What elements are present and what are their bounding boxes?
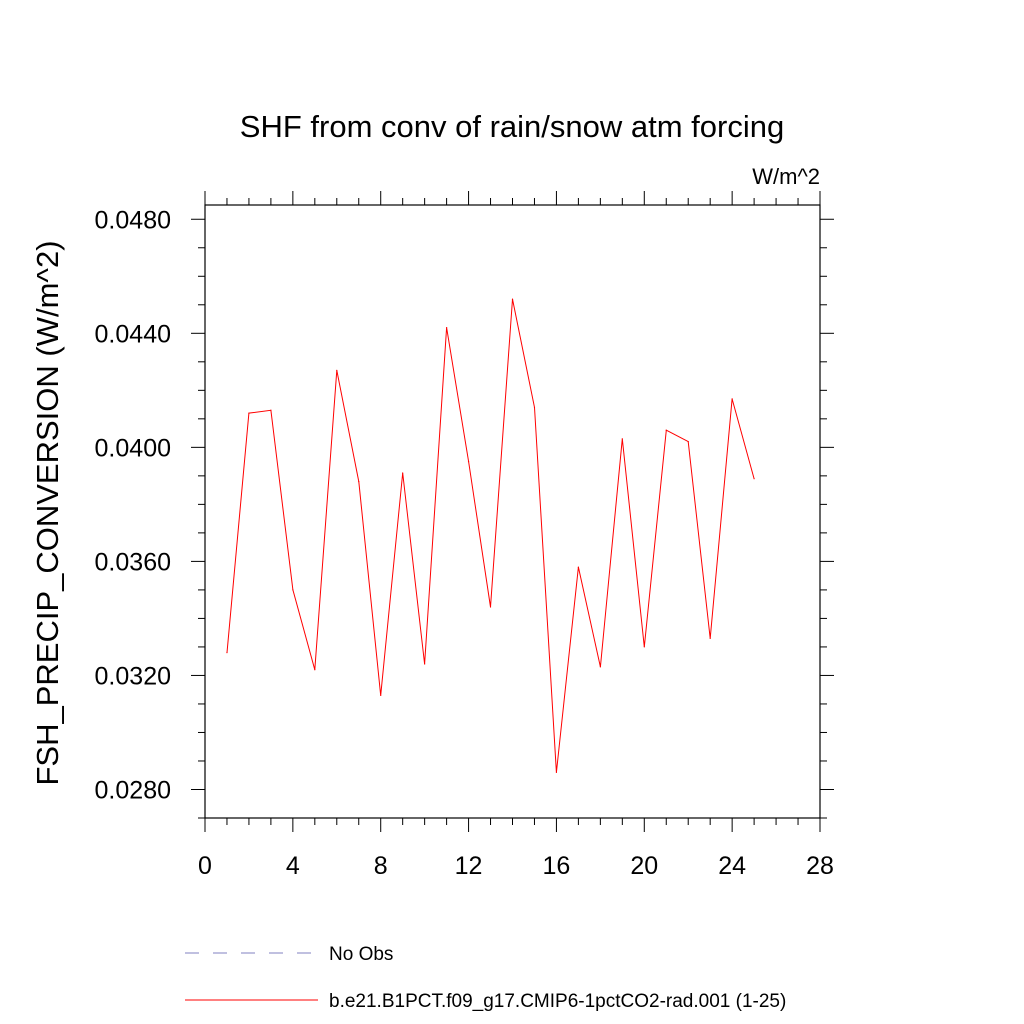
- data-point: [380, 694, 382, 697]
- data-point: [336, 369, 338, 371]
- y-tick-label: 0.0280: [95, 776, 171, 804]
- data-point: [665, 429, 667, 431]
- data-point: [621, 438, 623, 440]
- data-point: [314, 669, 316, 671]
- y-tick-label: 0.0360: [95, 548, 171, 576]
- x-tick-label: 12: [455, 852, 483, 880]
- data-point: [533, 406, 536, 409]
- data-point: [270, 409, 272, 411]
- y-tick-label: 0.0320: [95, 662, 171, 690]
- data-point: [402, 472, 404, 474]
- legend-label-no-obs: No Obs: [329, 944, 393, 965]
- data-point: [467, 461, 470, 463]
- legend: No Obs b.e21.B1PCT.f09_g17.CMIP6-1pctCO2…: [185, 944, 786, 1012]
- y-axis-label: FSH_PRECIP_CONVERSION (W/m^2): [30, 240, 65, 785]
- y-tick-label: 0.0480: [95, 206, 171, 234]
- plot-series: [226, 298, 755, 773]
- series-line-1: [226, 299, 755, 773]
- x-tick-label: 16: [543, 852, 571, 880]
- data-point: [555, 771, 558, 773]
- x-tick-label: 4: [286, 852, 300, 880]
- x-tick-label: 0: [198, 852, 212, 880]
- data-point: [753, 478, 755, 480]
- y-axis: 0.0280 0.0320 0.0360 0.0400 0.0440 0.0480: [95, 206, 834, 819]
- data-point: [687, 441, 689, 443]
- x-tick-label: 28: [806, 852, 834, 880]
- x-tick-label: 20: [630, 852, 658, 880]
- chart-title: SHF from conv of rain/snow atm forcing: [240, 109, 784, 144]
- x-axis: 0 4 8 12 16 20 24 28: [198, 191, 834, 880]
- data-point: [226, 652, 228, 654]
- units-label: W/m^2: [752, 164, 820, 189]
- data-point: [731, 398, 733, 400]
- x-tick-label: 24: [718, 852, 746, 880]
- data-point: [577, 566, 579, 568]
- data-point: [489, 606, 492, 608]
- y-tick-label: 0.0440: [95, 320, 171, 348]
- data-point: [643, 646, 645, 648]
- data-point: [511, 298, 514, 300]
- data-point: [358, 480, 360, 483]
- data-point: [599, 666, 601, 668]
- data-point: [446, 327, 448, 329]
- data-point: [424, 663, 426, 665]
- y-tick-label: 0.0400: [95, 434, 171, 462]
- plot-frame: [204, 204, 821, 819]
- data-point: [709, 637, 711, 639]
- x-tick-label: 8: [374, 852, 388, 880]
- data-point: [248, 412, 250, 414]
- legend-label-model: b.e21.B1PCT.f09_g17.CMIP6-1pctCO2-rad.00…: [329, 991, 786, 1012]
- data-point: [292, 589, 294, 591]
